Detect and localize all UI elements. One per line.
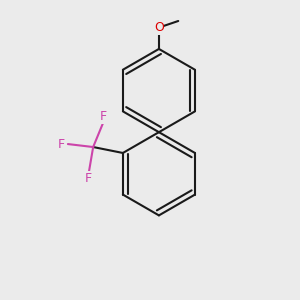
Text: F: F [58,138,65,151]
Text: F: F [100,110,107,123]
Text: F: F [85,172,92,185]
Text: O: O [154,21,164,34]
